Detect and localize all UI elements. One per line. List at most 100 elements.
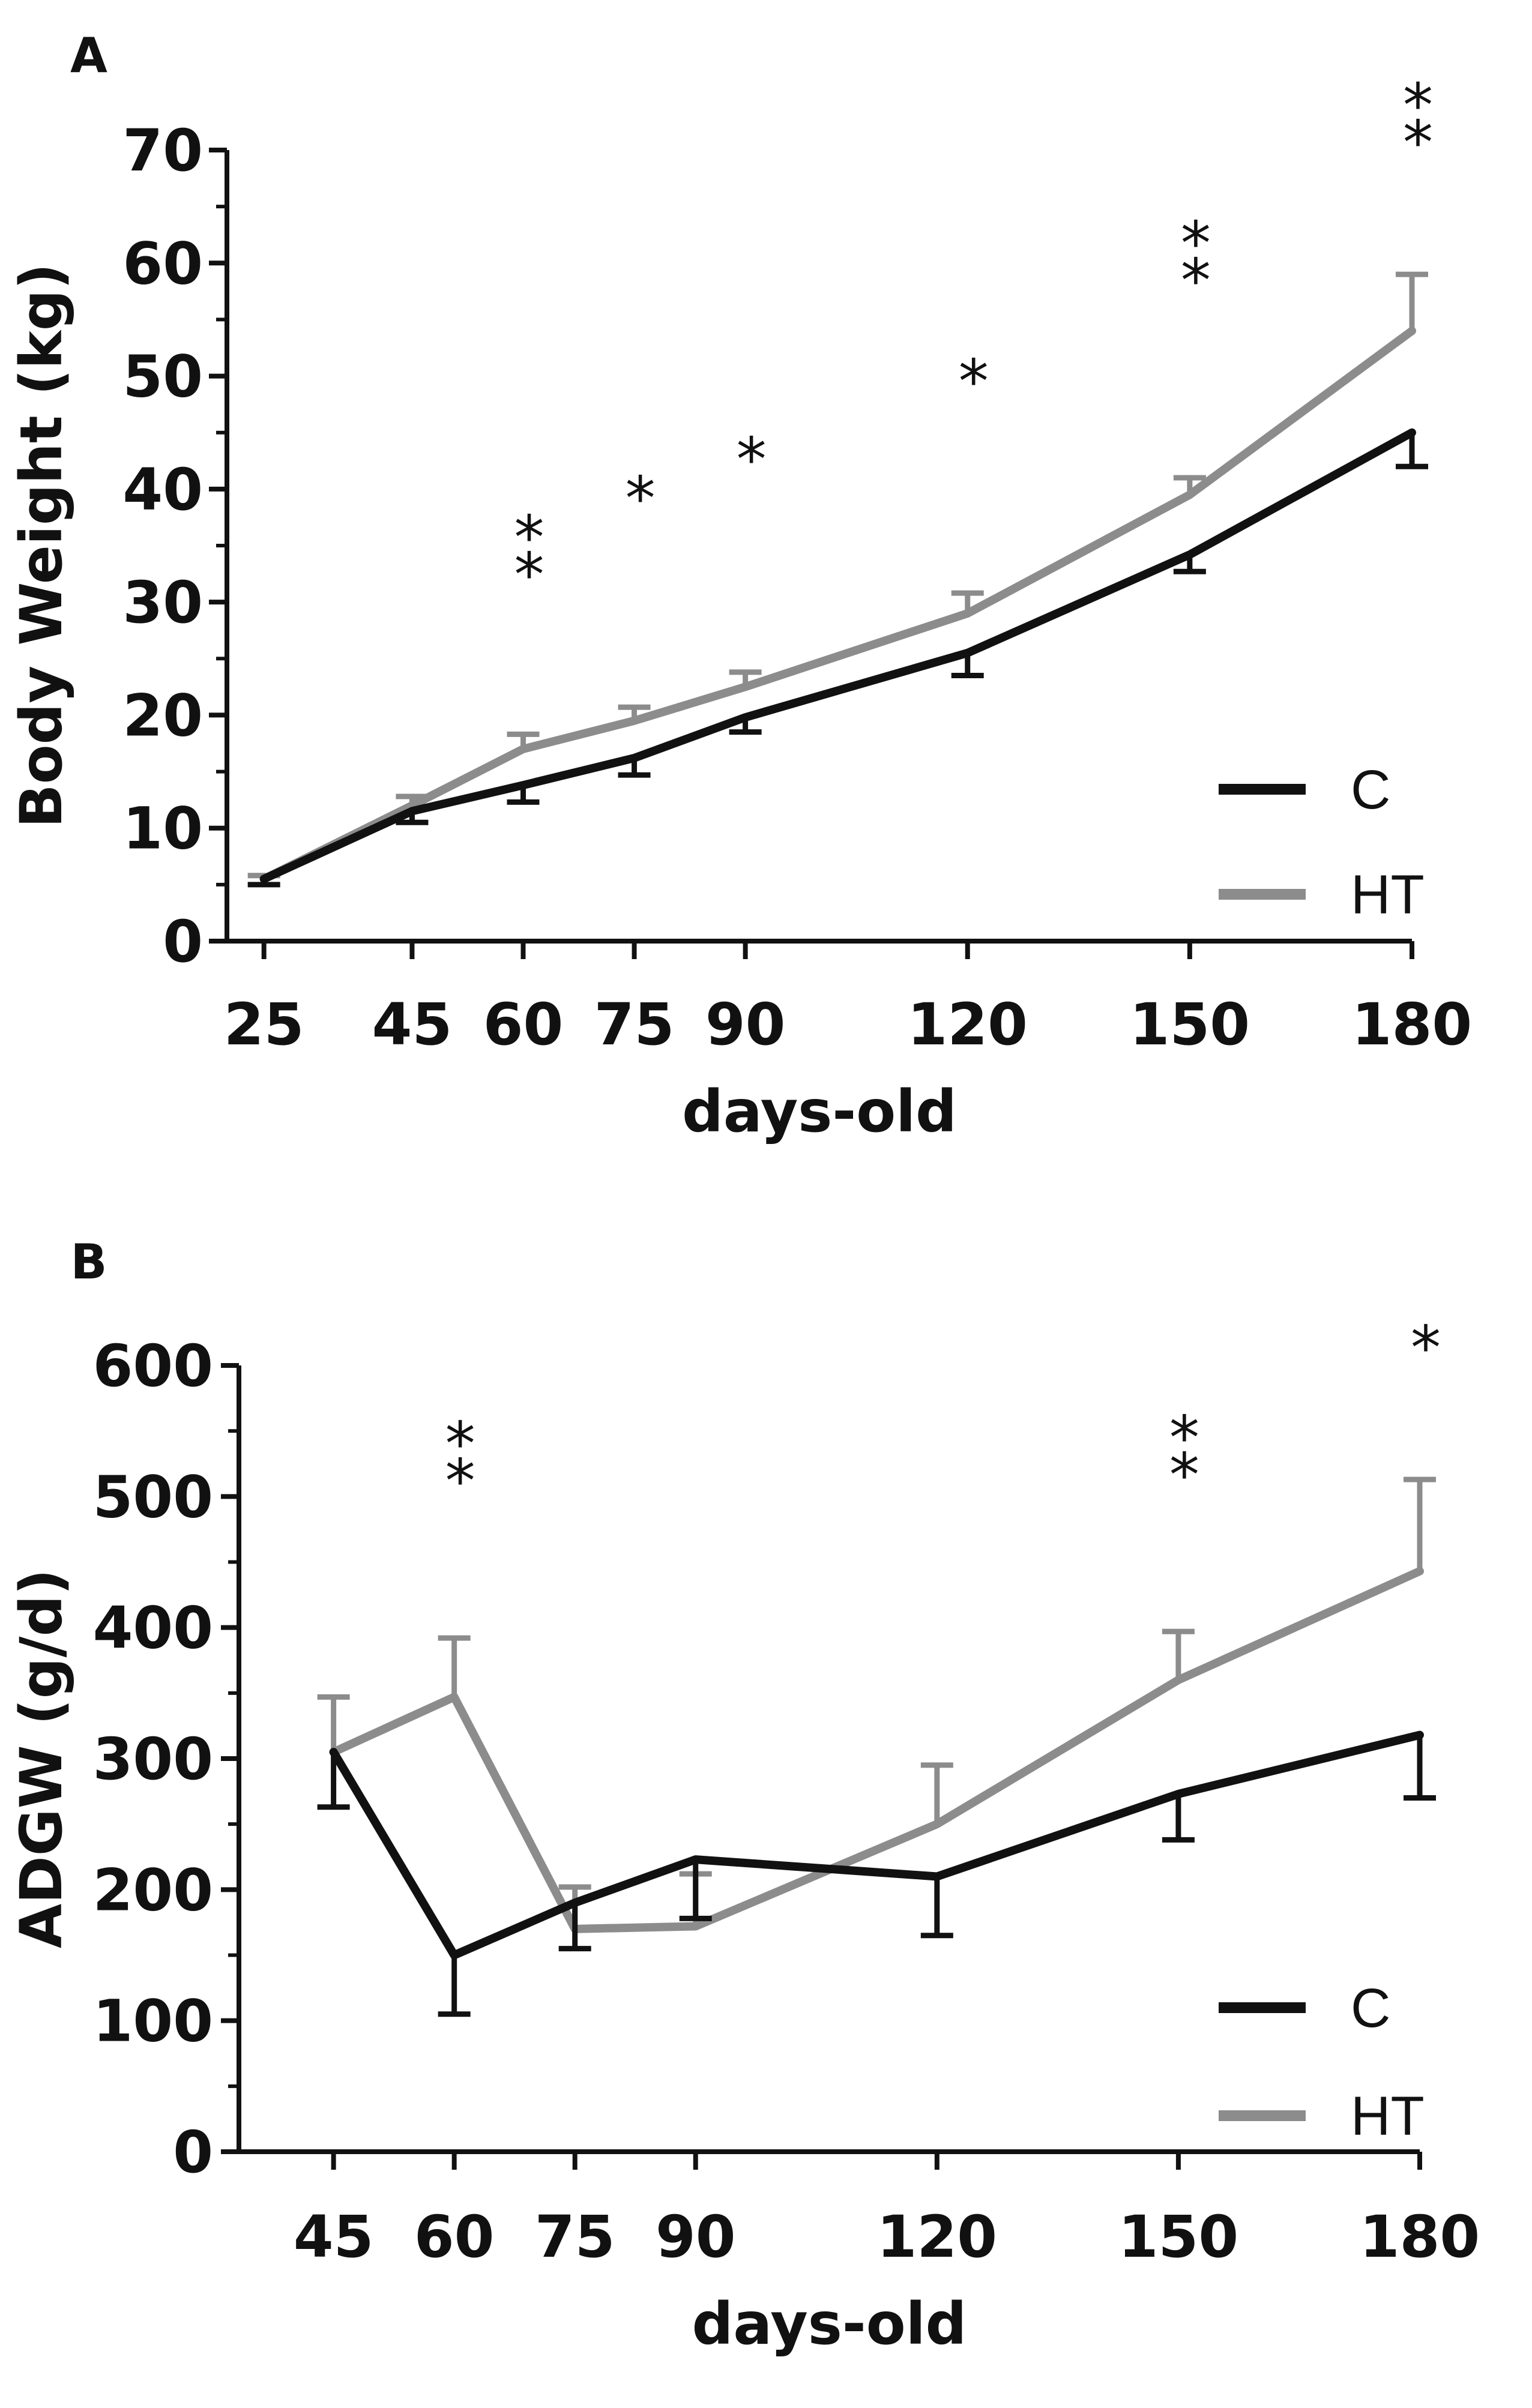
y-tick-label: 600 — [93, 1332, 213, 1400]
series-ht — [247, 271, 1428, 883]
series-c-point — [573, 1901, 577, 1905]
y-tick-label: 30 — [122, 569, 203, 636]
series-ht-point — [410, 804, 414, 808]
series-c-point — [743, 715, 747, 720]
significance-marker: ** — [445, 1409, 475, 1516]
significance-marker: * — [959, 346, 989, 417]
significance-star: * — [1411, 1313, 1441, 1383]
y-tick-label: 500 — [93, 1463, 213, 1531]
series-c-point — [262, 877, 266, 881]
series-ht-point — [693, 1924, 698, 1928]
significance-star: * — [445, 1409, 475, 1479]
panel-label: B — [71, 1234, 107, 1290]
y-tick-label: 200 — [93, 1856, 213, 1924]
series-ht-point — [935, 1822, 939, 1826]
y-tick-label: 10 — [122, 795, 203, 862]
significance-star: * — [1181, 208, 1211, 278]
series-c-point — [521, 783, 525, 787]
series-ht-point — [1410, 329, 1414, 333]
significance-star: * — [626, 463, 656, 534]
series-ht-point — [1176, 1678, 1180, 1682]
legend-label-c: C — [1351, 759, 1390, 820]
y-tick-label: 60 — [122, 230, 203, 297]
series-c-point — [935, 1874, 939, 1879]
series-c-point — [1176, 1792, 1180, 1796]
series-c-point — [452, 1953, 456, 1957]
y-tick-label: 50 — [122, 343, 203, 411]
y-tick-label: 40 — [122, 456, 203, 523]
x-tick-label: 90 — [705, 991, 786, 1058]
x-tick-label: 60 — [483, 991, 564, 1058]
series-c-point — [693, 1858, 698, 1862]
legend-label-ht: HT — [1351, 864, 1425, 926]
series-c-point — [1187, 553, 1192, 557]
panel-label: A — [70, 28, 107, 83]
significance-marker: ** — [1169, 1403, 1199, 1510]
series-ht-point — [521, 747, 525, 751]
x-tick-label: 180 — [1352, 991, 1472, 1058]
series-ht — [317, 1476, 1436, 1933]
x-tick-label: 60 — [414, 2203, 495, 2271]
significance-star: * — [1403, 107, 1433, 178]
y-tick-label: 300 — [93, 1726, 213, 1793]
x-tick-label: 180 — [1360, 2203, 1480, 2271]
x-tick-label: 120 — [908, 991, 1028, 1058]
significance-star: * — [1181, 245, 1211, 316]
panel-b: B 0 100 200 300 400 500 600 45 60 75 90 120 150 180 day… — [8, 1234, 1480, 2358]
y-tick-label: 0 — [163, 908, 203, 975]
y-axis-title: ADGW (g/d) — [8, 1569, 75, 1948]
legend-label-c: C — [1351, 1978, 1390, 2039]
x-axis-title: days-old — [692, 2290, 967, 2358]
significance-star: * — [514, 502, 544, 573]
y-tick-label: 70 — [122, 117, 203, 184]
significance-marker: * — [626, 463, 656, 534]
significance-marker: ** — [514, 502, 544, 610]
significance-star: * — [445, 1446, 475, 1516]
y-tick-label: 20 — [122, 682, 203, 749]
series-ht-point — [632, 718, 636, 723]
significance-star: * — [959, 346, 989, 417]
series-c-point — [965, 651, 970, 655]
significance-marker: * — [1411, 1313, 1441, 1383]
significance-star: * — [1169, 1403, 1199, 1473]
y-tick-label: 0 — [173, 2119, 213, 2186]
x-tick-label: 90 — [656, 2203, 736, 2271]
significance-star: * — [737, 424, 767, 495]
x-tick-label: 45 — [372, 991, 453, 1058]
significance-star: * — [1403, 70, 1433, 140]
series-ht-point — [965, 611, 970, 615]
y-tick-label: 100 — [93, 1988, 213, 2055]
x-tick-label: 150 — [1130, 991, 1250, 1058]
x-tick-label: 25 — [224, 991, 304, 1058]
series-ht-point — [1418, 1569, 1422, 1573]
series-c-point — [632, 756, 636, 760]
x-axis-title: days-old — [682, 1078, 957, 1145]
series-c-point — [410, 809, 414, 813]
x-tick-label: 45 — [294, 2203, 374, 2271]
x-tick-label: 120 — [877, 2203, 997, 2271]
significance-marker: * — [737, 424, 767, 495]
series-ht-line — [259, 327, 1416, 883]
series-c — [247, 428, 1428, 888]
y-axis-title: Body Weight (kg) — [8, 263, 75, 828]
series-ht-point — [743, 685, 747, 689]
significance-star: * — [514, 540, 544, 610]
legend-label-ht: HT — [1351, 2086, 1425, 2147]
series-c — [317, 1730, 1436, 2017]
series-c-line — [329, 1730, 1424, 1960]
x-tick-label: 75 — [594, 991, 675, 1058]
series-c-point — [1410, 430, 1414, 435]
x-tick-label: 75 — [535, 2203, 615, 2271]
significance-star: * — [1169, 1440, 1199, 1510]
series-ht-point — [1187, 493, 1192, 497]
significance-marker: ** — [1181, 208, 1211, 316]
series-c-point — [331, 1750, 336, 1754]
y-tick-label: 400 — [93, 1595, 213, 1662]
x-tick-label: 150 — [1118, 2203, 1238, 2271]
series-c-point — [1418, 1733, 1422, 1737]
series-ht-point — [452, 1695, 456, 1699]
series-c-line — [259, 428, 1416, 883]
significance-marker: ** — [1403, 70, 1433, 178]
panel-a: A 0 10 20 30 40 50 60 70 25 45 60 75 90 120 150 180 days-… — [8, 28, 1472, 1145]
